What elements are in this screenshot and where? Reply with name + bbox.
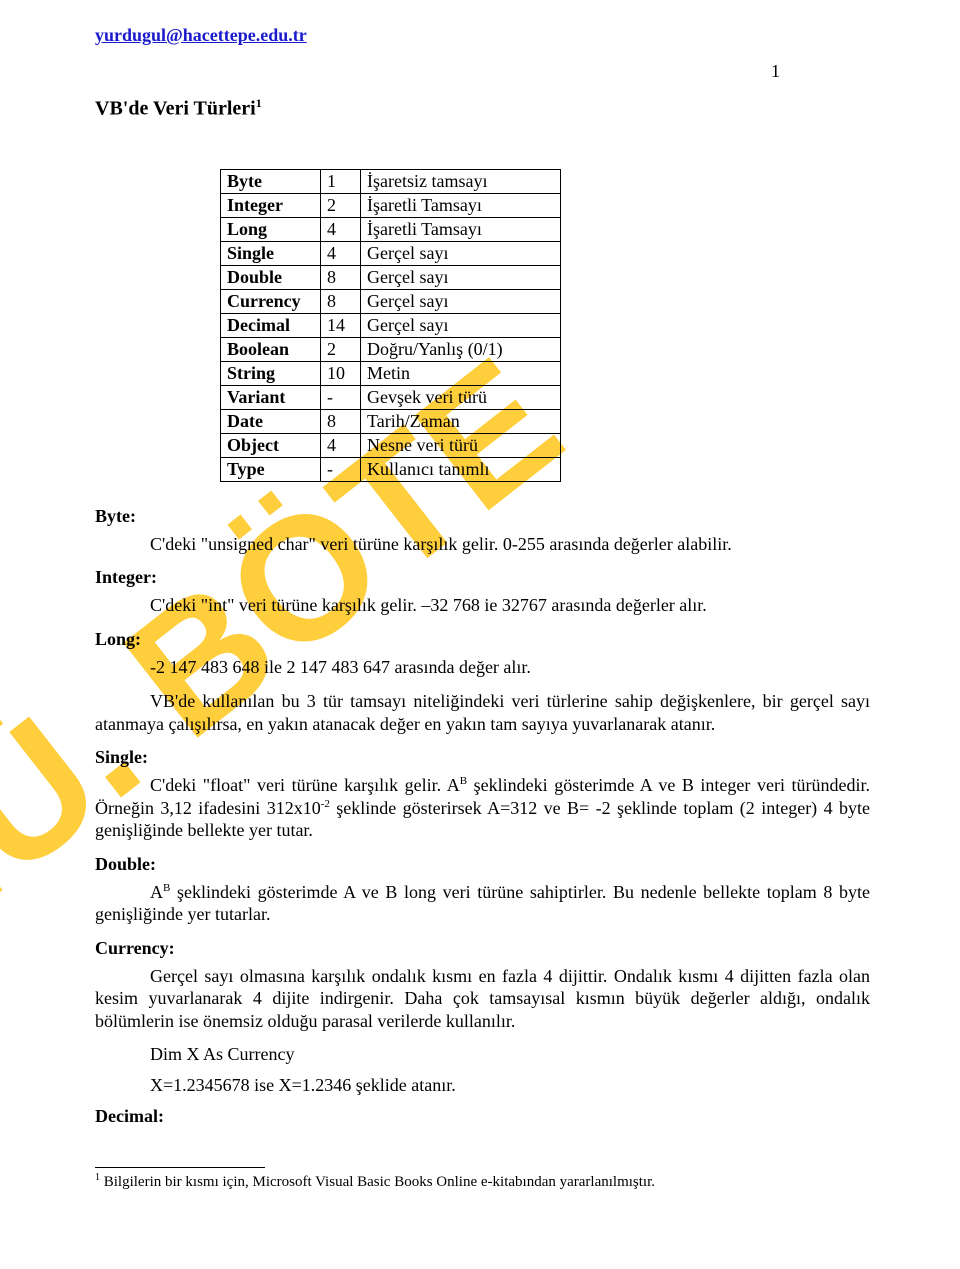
section-label-long: Long: [95, 629, 870, 650]
type-name-cell: Variant [221, 385, 321, 409]
type-desc-cell: Metin [361, 361, 561, 385]
table-row: Long4İşaretli Tamsayı [221, 217, 561, 241]
type-size-cell: - [321, 457, 361, 481]
footnote-rule [95, 1167, 265, 1168]
type-size-cell: 1 [321, 169, 361, 193]
type-name-cell: Currency [221, 289, 321, 313]
type-name-cell: Object [221, 433, 321, 457]
header-email-link[interactable]: yurdugul@hacettepe.edu.tr [95, 25, 307, 45]
type-desc-cell: Kullanıcı tanımlı [361, 457, 561, 481]
currency-description: Gerçel sayı olmasına karşılık ondalık kı… [95, 965, 870, 1033]
table-row: Date8Tarih/Zaman [221, 409, 561, 433]
type-name-cell: Double [221, 265, 321, 289]
table-row: Object4Nesne veri türü [221, 433, 561, 457]
type-name-cell: Decimal [221, 313, 321, 337]
type-desc-cell: Gevşek veri türü [361, 385, 561, 409]
type-name-cell: Byte [221, 169, 321, 193]
type-size-cell: - [321, 385, 361, 409]
single-description: C'deki "float" veri türüne karşılık geli… [95, 774, 870, 842]
type-size-cell: 4 [321, 241, 361, 265]
type-name-cell: Type [221, 457, 321, 481]
title-footnote-ref: 1 [256, 96, 262, 110]
type-desc-cell: Gerçel sayı [361, 289, 561, 313]
type-desc-cell: İşaretli Tamsayı [361, 217, 561, 241]
type-size-cell: 4 [321, 217, 361, 241]
currency-code-dim: Dim X As Currency [150, 1044, 870, 1065]
type-size-cell: 2 [321, 337, 361, 361]
type-desc-cell: Gerçel sayı [361, 241, 561, 265]
long-note: VB'de kullanılan bu 3 tür tamsayı niteli… [95, 690, 870, 735]
type-desc-cell: İşaretli Tamsayı [361, 193, 561, 217]
page-title: VB'de Veri Türleri1 [95, 96, 870, 121]
types-table: Byte1İşaretsiz tamsayıInteger2İşaretli T… [220, 169, 561, 482]
type-size-cell: 8 [321, 289, 361, 313]
table-row: Decimal14Gerçel sayı [221, 313, 561, 337]
table-row: Variant-Gevşek veri türü [221, 385, 561, 409]
table-row: Double8Gerçel sayı [221, 265, 561, 289]
type-name-cell: Integer [221, 193, 321, 217]
title-text: VB'de Veri Türleri [95, 98, 256, 120]
type-name-cell: Single [221, 241, 321, 265]
section-label-integer: Integer: [95, 567, 870, 588]
section-label-currency: Currency: [95, 938, 870, 959]
type-desc-cell: İşaretsiz tamsayı [361, 169, 561, 193]
type-name-cell: String [221, 361, 321, 385]
table-row: Boolean2Doğru/Yanlış (0/1) [221, 337, 561, 361]
table-row: Currency8Gerçel sayı [221, 289, 561, 313]
footnote: 1 Bilgilerin bir kısmı için, Microsoft V… [95, 1172, 870, 1191]
type-desc-cell: Gerçel sayı [361, 265, 561, 289]
byte-description: C'deki "unsigned char" veri türüne karşı… [95, 533, 870, 556]
type-name-cell: Boolean [221, 337, 321, 361]
type-size-cell: 14 [321, 313, 361, 337]
table-row: Integer2İşaretli Tamsayı [221, 193, 561, 217]
long-range: -2 147 483 648 ile 2 147 483 647 arasınd… [95, 656, 870, 679]
footnote-text: Bilgilerin bir kısmı için, Microsoft Vis… [100, 1174, 655, 1190]
page-number: 1 [771, 61, 780, 82]
type-desc-cell: Doğru/Yanlış (0/1) [361, 337, 561, 361]
type-name-cell: Long [221, 217, 321, 241]
section-label-byte: Byte: [95, 506, 870, 527]
type-size-cell: 4 [321, 433, 361, 457]
section-label-decimal: Decimal: [95, 1106, 870, 1127]
type-desc-cell: Nesne veri türü [361, 433, 561, 457]
table-row: Single4Gerçel sayı [221, 241, 561, 265]
type-size-cell: 10 [321, 361, 361, 385]
double-description: AB şeklindeki gösterimde A ve B long ver… [95, 881, 870, 926]
type-desc-cell: Gerçel sayı [361, 313, 561, 337]
section-label-double: Double: [95, 854, 870, 875]
type-size-cell: 8 [321, 265, 361, 289]
currency-code-assign: X=1.2345678 ise X=1.2346 şeklide atanır. [150, 1075, 870, 1096]
table-row: Type-Kullanıcı tanımlı [221, 457, 561, 481]
type-size-cell: 8 [321, 409, 361, 433]
table-row: String10Metin [221, 361, 561, 385]
integer-description: C'deki "int" veri türüne karşılık gelir.… [95, 594, 870, 617]
type-desc-cell: Tarih/Zaman [361, 409, 561, 433]
table-row: Byte1İşaretsiz tamsayı [221, 169, 561, 193]
type-name-cell: Date [221, 409, 321, 433]
type-size-cell: 2 [321, 193, 361, 217]
section-label-single: Single: [95, 747, 870, 768]
